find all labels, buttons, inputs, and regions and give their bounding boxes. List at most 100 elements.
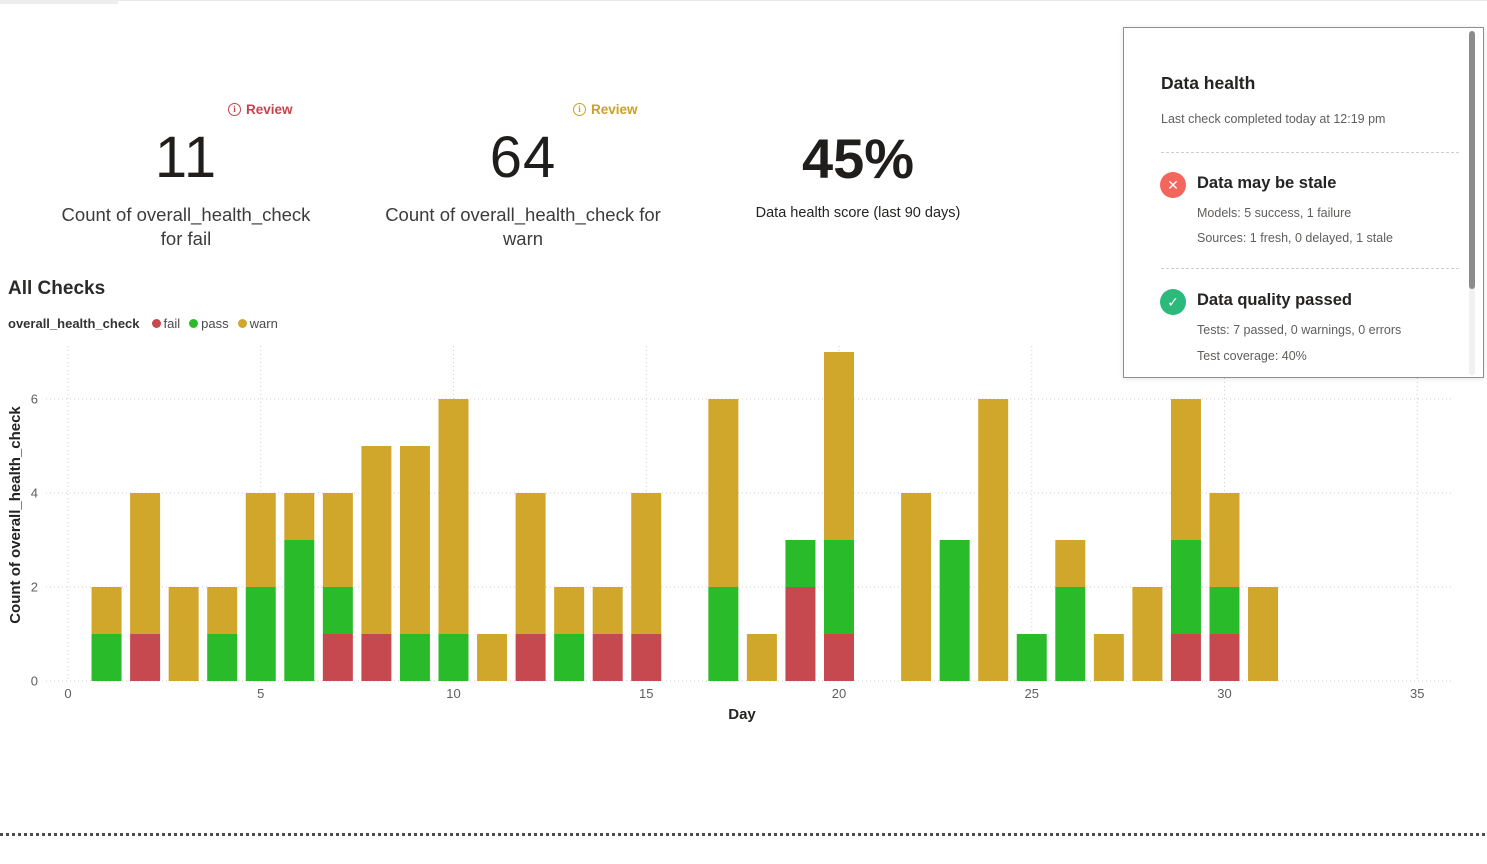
bar-warn-day-18[interactable] [746,634,777,681]
bar-warn-day-8[interactable] [361,446,392,634]
page-break-divider [0,833,1487,836]
bar-pass-day-13[interactable] [554,634,585,681]
x-axis-title: Day [728,706,756,723]
status-title-quality: Data quality passed [1197,291,1352,309]
bar-fail-day-7[interactable] [322,634,353,681]
bar-warn-day-14[interactable] [592,587,623,634]
stale-x-icon: ✕ [1160,172,1186,198]
chart-legend: overall_health_check fail pass warn [8,316,278,331]
legend-label-pass: pass [201,316,229,331]
review-flag-fail[interactable]: i Review [228,102,293,117]
y-tick-label: 0 [31,674,38,689]
metric-value-fail: 11 [154,125,218,190]
legend-series-name: overall_health_check [8,316,140,331]
bar-pass-day-25[interactable] [1016,634,1047,681]
bar-warn-day-10[interactable] [438,399,469,634]
legend-dot-warn-icon [237,319,247,328]
status-title-stale: Data may be stale [1197,174,1337,192]
bar-pass-day-4[interactable] [207,634,238,681]
bar-warn-day-24[interactable] [978,399,1009,681]
bar-fail-day-29[interactable] [1170,634,1201,681]
all-checks-chart[interactable]: 0 5 10 15 20 25 30 35 0 2 4 6 Day Count of overall_he… [0,338,1460,730]
panel-divider [1161,268,1459,269]
bar-warn-day-2[interactable] [130,493,161,634]
status-line-tests: Tests: 7 passed, 0 warnings, 0 errors [1197,323,1402,337]
bar-pass-day-5[interactable] [245,587,276,681]
review-flag-label: Review [246,102,293,117]
bar-warn-day-12[interactable] [515,493,546,634]
bar-pass-day-1[interactable] [91,634,122,681]
panel-divider [1161,152,1459,153]
legend-item-warn[interactable]: warn [237,316,278,331]
panel-last-check-text: Last check completed today at 12:19 pm [1161,112,1386,126]
info-icon: i [228,103,241,116]
status-line-models: Models: 5 success, 1 failure [1197,206,1352,220]
metric-label-fail: Count of overall_health_check for fail [61,204,311,250]
bar-warn-day-29[interactable] [1170,399,1201,540]
review-flag-label: Review [591,102,638,117]
bar-pass-day-17[interactable] [708,587,739,681]
bar-warn-day-22[interactable] [901,493,932,681]
bar-warn-day-30[interactable] [1209,493,1240,587]
legend-label-warn: warn [249,316,278,331]
bar-warn-day-9[interactable] [399,446,430,634]
bar-fail-day-19[interactable] [785,587,816,681]
data-health-panel: Data health Last check completed today a… [1123,27,1484,378]
bar-warn-day-15[interactable] [631,493,662,634]
bar-warn-day-11[interactable] [477,634,508,681]
bar-fail-day-14[interactable] [592,634,623,681]
panel-scrollbar-thumb[interactable] [1469,31,1475,289]
metric-label-warn: Count of overall_health_check for warn [385,204,661,250]
bar-pass-day-29[interactable] [1170,540,1201,634]
bar-warn-day-26[interactable] [1055,540,1086,587]
legend-dot-fail-icon [151,319,161,328]
top-hairline [0,0,1487,1]
x-tick-label: 30 [1217,686,1231,701]
bar-pass-day-19[interactable] [785,540,816,587]
bar-fail-day-8[interactable] [361,634,392,681]
legend-item-pass[interactable]: pass [189,316,229,331]
bar-fail-day-2[interactable] [130,634,161,681]
bar-pass-day-20[interactable] [824,540,854,634]
legend-dot-pass-icon [189,319,199,328]
bar-pass-day-7[interactable] [322,587,353,634]
y-tick-label: 2 [31,580,38,595]
bar-fail-day-15[interactable] [631,634,662,681]
legend-item-fail[interactable]: fail [151,316,180,331]
bar-warn-day-28[interactable] [1132,587,1163,681]
top-left-strip [0,0,118,4]
status-line-coverage: Test coverage: 40% [1197,349,1307,363]
metric-label-health-score: Data health score (last 90 days) [755,205,961,221]
metric-value-health-score: 45% [801,127,915,190]
section-title-all-checks: All Checks [8,278,106,299]
bar-warn-day-17[interactable] [708,399,739,587]
bar-warn-day-13[interactable] [554,587,585,634]
info-icon: i [573,103,586,116]
bar-fail-day-12[interactable] [515,634,546,681]
quality-check-icon: ✓ [1160,289,1186,315]
x-tick-label: 0 [64,686,71,701]
bar-warn-day-20[interactable] [824,352,854,540]
status-line-sources: Sources: 1 fresh, 0 delayed, 1 stale [1197,231,1393,245]
bar-fail-day-30[interactable] [1209,634,1240,681]
bar-warn-day-1[interactable] [91,587,122,634]
bar-pass-day-10[interactable] [438,634,469,681]
bar-warn-day-4[interactable] [207,587,238,634]
y-tick-label: 4 [31,486,38,501]
bar-pass-day-23[interactable] [939,540,970,681]
bar-warn-day-27[interactable] [1093,634,1124,681]
x-tick-label: 20 [832,686,846,701]
bar-pass-day-6[interactable] [284,540,315,681]
bar-warn-day-3[interactable] [168,587,199,681]
panel-title: Data health [1161,73,1256,93]
x-tick-label: 15 [639,686,653,701]
bar-warn-day-5[interactable] [245,493,276,587]
bar-warn-day-7[interactable] [322,493,353,587]
bar-pass-day-30[interactable] [1209,587,1240,634]
bar-pass-day-26[interactable] [1055,587,1086,681]
bar-pass-day-9[interactable] [399,634,430,681]
bar-fail-day-20[interactable] [824,634,854,681]
bar-warn-day-31[interactable] [1248,587,1279,681]
bar-warn-day-6[interactable] [284,493,315,540]
review-flag-warn[interactable]: i Review [573,102,638,117]
